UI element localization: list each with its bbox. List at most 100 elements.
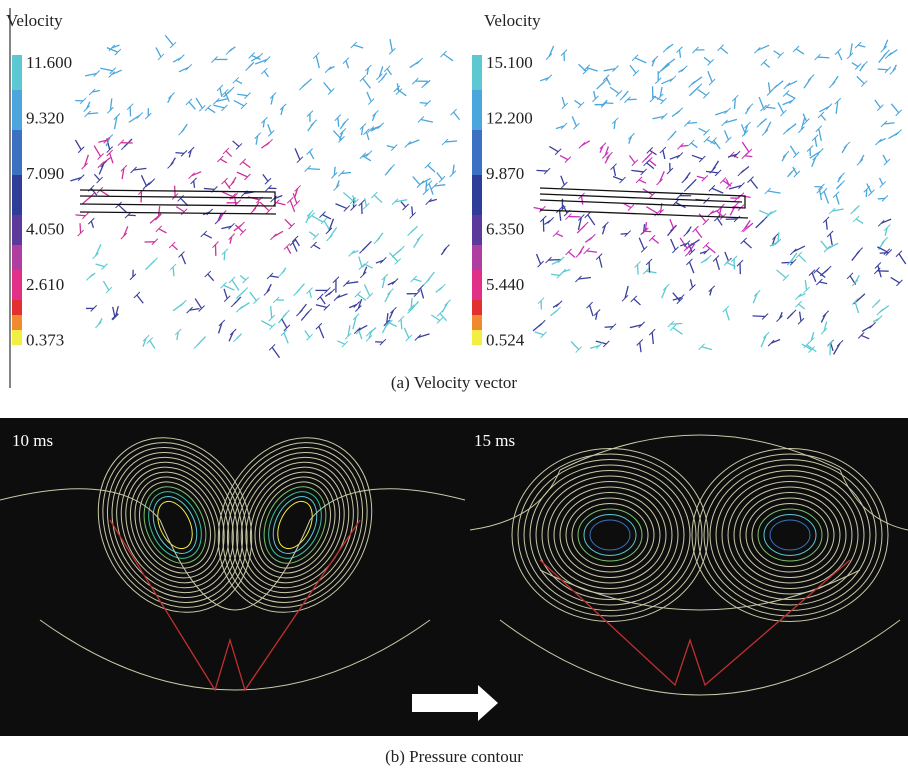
vector	[668, 134, 674, 140]
vector	[699, 214, 706, 222]
vector	[316, 323, 322, 329]
vector	[150, 341, 155, 349]
vector	[884, 123, 895, 124]
vector	[143, 183, 149, 189]
vector	[784, 83, 790, 89]
vector	[454, 112, 460, 120]
vector	[424, 279, 430, 285]
vector	[84, 106, 90, 112]
vector	[881, 46, 887, 52]
vector	[880, 181, 886, 187]
vector	[237, 94, 247, 95]
vector	[594, 91, 596, 99]
vector	[819, 282, 827, 284]
legend-title: Velocity	[6, 11, 63, 30]
vector	[774, 51, 781, 56]
vector	[156, 47, 161, 56]
vector	[799, 304, 805, 309]
colorbar-label: 11.600	[26, 53, 72, 72]
vector	[759, 210, 769, 214]
vector	[630, 65, 636, 73]
vector	[368, 99, 374, 105]
vector	[269, 324, 275, 330]
vector	[359, 247, 365, 253]
vector	[324, 221, 329, 229]
vector	[854, 298, 860, 304]
vector	[168, 162, 174, 168]
vector	[401, 319, 402, 329]
vector	[539, 320, 545, 326]
vector	[635, 58, 646, 63]
vector	[232, 280, 239, 290]
vector	[671, 239, 676, 250]
vector	[880, 253, 889, 254]
vector	[561, 176, 564, 185]
vector	[857, 76, 864, 83]
vector	[589, 234, 595, 240]
vector	[768, 340, 774, 346]
vector	[619, 177, 625, 183]
vector	[896, 280, 902, 286]
vector	[768, 191, 781, 193]
vector	[363, 79, 371, 89]
colorbar-segment	[472, 330, 482, 345]
vector	[555, 307, 561, 313]
vector	[306, 309, 312, 315]
vector	[250, 292, 257, 301]
vector	[555, 149, 561, 155]
vector	[721, 48, 728, 54]
vector	[878, 220, 884, 226]
caption: (b) Pressure contour	[385, 747, 523, 766]
vector	[627, 99, 636, 100]
vector-field	[533, 40, 906, 355]
vector	[340, 128, 346, 134]
vector	[334, 295, 340, 301]
vector	[866, 189, 867, 197]
vector	[767, 107, 776, 108]
vector	[641, 246, 647, 252]
vector	[189, 102, 195, 109]
vector	[569, 252, 575, 258]
vector	[429, 184, 433, 195]
vector	[709, 185, 715, 191]
vector	[408, 230, 414, 236]
vector	[439, 284, 445, 290]
vector	[333, 185, 339, 191]
vector	[575, 100, 582, 105]
colorbar-segment	[472, 215, 482, 245]
vector	[556, 234, 563, 237]
vector	[714, 140, 720, 149]
vector	[359, 257, 362, 267]
vector	[225, 181, 231, 189]
vector	[661, 79, 673, 84]
vector	[329, 289, 335, 295]
vector	[364, 284, 369, 296]
vector	[151, 258, 157, 264]
vector	[338, 118, 339, 127]
colorbar-segment	[12, 245, 22, 270]
vector	[660, 171, 665, 182]
vector	[143, 335, 149, 341]
vector	[343, 119, 349, 125]
vector	[431, 315, 440, 321]
vector	[772, 234, 778, 240]
vector	[207, 209, 213, 215]
vector	[180, 300, 186, 306]
vector	[414, 279, 422, 282]
vector	[354, 45, 363, 48]
vector	[876, 139, 882, 145]
vector	[165, 35, 173, 45]
colorbar-segment	[12, 330, 22, 345]
colorbar-label: 4.050	[26, 220, 64, 239]
vector	[372, 110, 378, 116]
vector	[812, 273, 816, 282]
vector	[697, 176, 705, 178]
vector	[320, 297, 325, 304]
vector	[587, 251, 597, 252]
vector	[751, 180, 758, 189]
vector	[765, 122, 771, 133]
vector	[181, 254, 185, 264]
vector	[264, 57, 270, 63]
time-label: 10 ms	[12, 431, 53, 450]
